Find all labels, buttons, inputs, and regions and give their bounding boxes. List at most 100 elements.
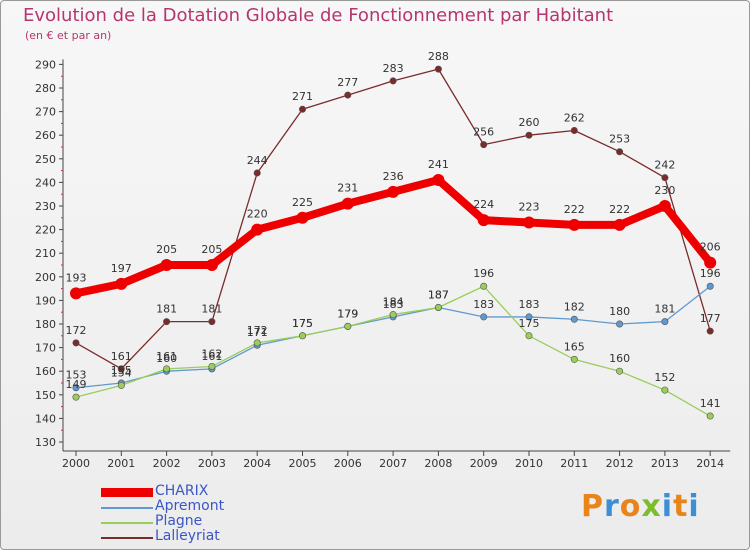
data-point-lalleyriat	[163, 318, 171, 326]
data-label-plagne: 175	[292, 317, 313, 330]
data-point-charix	[568, 218, 581, 231]
proxiti-logo: Proxiti	[581, 489, 700, 524]
chart-title: Evolution de la Dotation Globale de Fonc…	[23, 5, 614, 26]
data-point-lalleyriat	[208, 318, 216, 326]
data-label-plagne: 162	[201, 347, 222, 360]
data-point-lalleyriat	[298, 105, 306, 113]
data-label-plagne: 149	[66, 378, 87, 391]
data-label-lalleyriat: 172	[66, 324, 87, 337]
data-point-plagne	[480, 282, 488, 290]
data-label-apremont: 160	[156, 352, 177, 365]
data-point-charix	[658, 200, 671, 212]
data-point-charix	[523, 216, 535, 229]
data-labels: 172 161 181 181 244 271 277 283 288 256 260 262 253 2…	[66, 50, 721, 410]
y-tick-label: 270	[35, 106, 56, 119]
data-point-plagne	[570, 355, 578, 363]
data-label-lalleyriat: 288	[428, 50, 449, 63]
x-tick-label: 2009	[470, 457, 498, 470]
data-label-plagne: 175	[519, 317, 540, 330]
data-label-plagne: 187	[428, 288, 449, 301]
data-label-lalleyriat: 283	[383, 62, 404, 75]
data-point-lalleyriat	[253, 169, 261, 177]
data-label-plagne: 160	[609, 352, 630, 365]
data-point-apremont	[570, 315, 578, 323]
x-tick-label: 2000	[62, 457, 90, 470]
data-label-lalleyriat: 262	[564, 111, 585, 124]
data-label-plagne: 161	[156, 350, 177, 363]
y-tick-label: 200	[35, 271, 56, 284]
data-point-plagne	[344, 322, 352, 330]
y-tick-label: 250	[35, 153, 56, 166]
data-point-charix	[387, 185, 400, 198]
data-label-apremont: 183	[519, 298, 540, 311]
data-point-plagne	[208, 362, 216, 370]
data-label-charix: 223	[519, 201, 540, 214]
y-tick-label: 220	[35, 224, 56, 237]
data-label-apremont: 175	[292, 317, 313, 330]
data-label-plagne: 165	[564, 340, 585, 353]
data-point-plagne	[706, 412, 714, 420]
data-point-charix	[704, 256, 717, 269]
data-label-charix: 222	[609, 203, 630, 216]
y-tick-label: 230	[35, 200, 56, 213]
y-tick-label: 150	[35, 389, 56, 402]
data-point-charix	[251, 223, 264, 236]
data-point-charix	[160, 259, 173, 271]
data-label-charix: 236	[383, 170, 404, 183]
data-label-plagne: 152	[654, 371, 675, 384]
data-point-plagne	[434, 303, 442, 311]
data-point-lalleyriat	[706, 327, 714, 335]
data-label-apremont: 171	[247, 326, 268, 339]
chart-subtitle: (en € et par an)	[25, 29, 112, 42]
data-point-charix	[477, 214, 490, 227]
x-tick-label: 2004	[243, 457, 271, 470]
chart-axes: 130 140 150 160 170 180 190 200 210 220 230 240 250 2…	[35, 58, 731, 470]
data-point-lalleyriat	[525, 131, 533, 139]
legend-swatch-lalleyriat	[101, 537, 153, 539]
data-label-lalleyriat: 242	[654, 159, 675, 172]
y-tick-label: 140	[35, 412, 56, 425]
data-label-charix: 225	[292, 196, 313, 209]
data-label-plagne: 196	[473, 267, 494, 280]
data-label-apremont: 187	[428, 288, 449, 301]
data-point-lalleyriat	[616, 148, 624, 156]
data-point-lalleyriat	[570, 126, 578, 134]
data-label-lalleyriat: 260	[519, 116, 540, 129]
data-point-apremont	[616, 320, 624, 328]
logo-letter: r	[604, 489, 620, 524]
logo-letter: i	[688, 489, 700, 524]
legend-label-lalleyriat: Lalleyriat	[155, 528, 220, 544]
data-label-apremont: 196	[700, 267, 721, 280]
data-label-apremont: 182	[564, 300, 585, 313]
logo-letter: P	[581, 489, 604, 524]
data-label-charix: 220	[247, 208, 268, 221]
data-label-plagne: 141	[700, 397, 721, 410]
x-tick-label: 2005	[289, 457, 317, 470]
data-label-apremont: 153	[66, 369, 87, 382]
data-point-lalleyriat	[434, 65, 442, 73]
data-point-apremont	[661, 318, 669, 326]
data-point-charix	[115, 277, 128, 290]
legend-swatch-charix	[101, 488, 153, 497]
data-point-plagne	[163, 365, 171, 373]
x-tick-label: 2012	[606, 457, 634, 470]
data-label-plagne: 154	[111, 366, 132, 379]
x-tick-label: 2007	[379, 457, 407, 470]
data-point-charix	[613, 218, 626, 231]
data-point-charix	[432, 174, 445, 187]
data-label-lalleyriat: 161	[111, 350, 132, 363]
y-tick-label: 280	[35, 82, 56, 95]
data-point-plagne	[389, 311, 397, 319]
logo-letter: i	[661, 489, 674, 524]
data-point-lalleyriat	[661, 174, 669, 182]
x-tick-label: 2008	[424, 457, 452, 470]
data-label-apremont: 183	[383, 298, 404, 311]
data-label-charix: 224	[473, 198, 494, 211]
data-point-lalleyriat	[389, 77, 397, 85]
data-label-plagne: 179	[337, 307, 358, 320]
data-label-charix: 231	[337, 182, 358, 195]
data-point-charix	[296, 211, 309, 224]
data-label-lalleyriat: 271	[292, 90, 313, 103]
